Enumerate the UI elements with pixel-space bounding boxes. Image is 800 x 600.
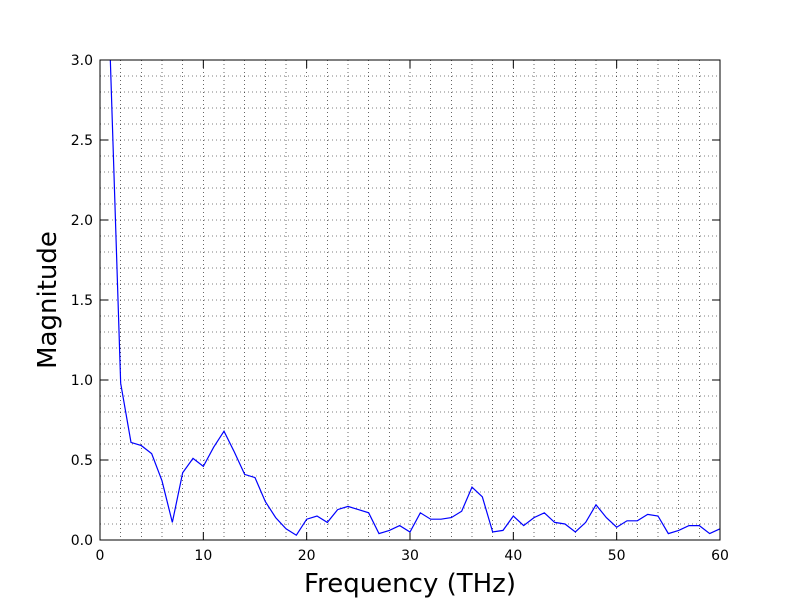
x-axis-ticks: 0 10 20 30 40 50 60 <box>96 60 729 564</box>
y-tick-label: 0.0 <box>71 533 93 549</box>
y-tick-label: 3.0 <box>71 53 93 69</box>
x-tick-label: 60 <box>711 548 729 564</box>
series-layer <box>109 59 721 537</box>
y-tick-label: 0.5 <box>71 453 93 469</box>
y-tick-label: 2.5 <box>71 133 93 149</box>
x-tick-label: 40 <box>504 548 522 564</box>
y-tick-label: 1.0 <box>71 373 93 389</box>
plot-frame <box>99 59 721 541</box>
x-tick-label: 10 <box>194 548 212 564</box>
x-axis-label: Frequency (THz) <box>304 569 516 599</box>
grid-lines <box>99 59 721 541</box>
x-tick-label: 0 <box>96 548 105 564</box>
x-tick-label: 30 <box>401 548 419 564</box>
y-tick-label: 1.5 <box>71 293 93 309</box>
x-tick-label: 20 <box>298 548 316 564</box>
y-tick-label: 2.0 <box>71 213 93 229</box>
series-line <box>109 59 721 537</box>
x-tick-label: 50 <box>608 548 626 564</box>
y-axis-label: Magnitude <box>33 231 63 369</box>
y-axis-ticks: 0.0 0.5 1.0 1.5 2.0 2.5 3.0 <box>71 53 720 549</box>
